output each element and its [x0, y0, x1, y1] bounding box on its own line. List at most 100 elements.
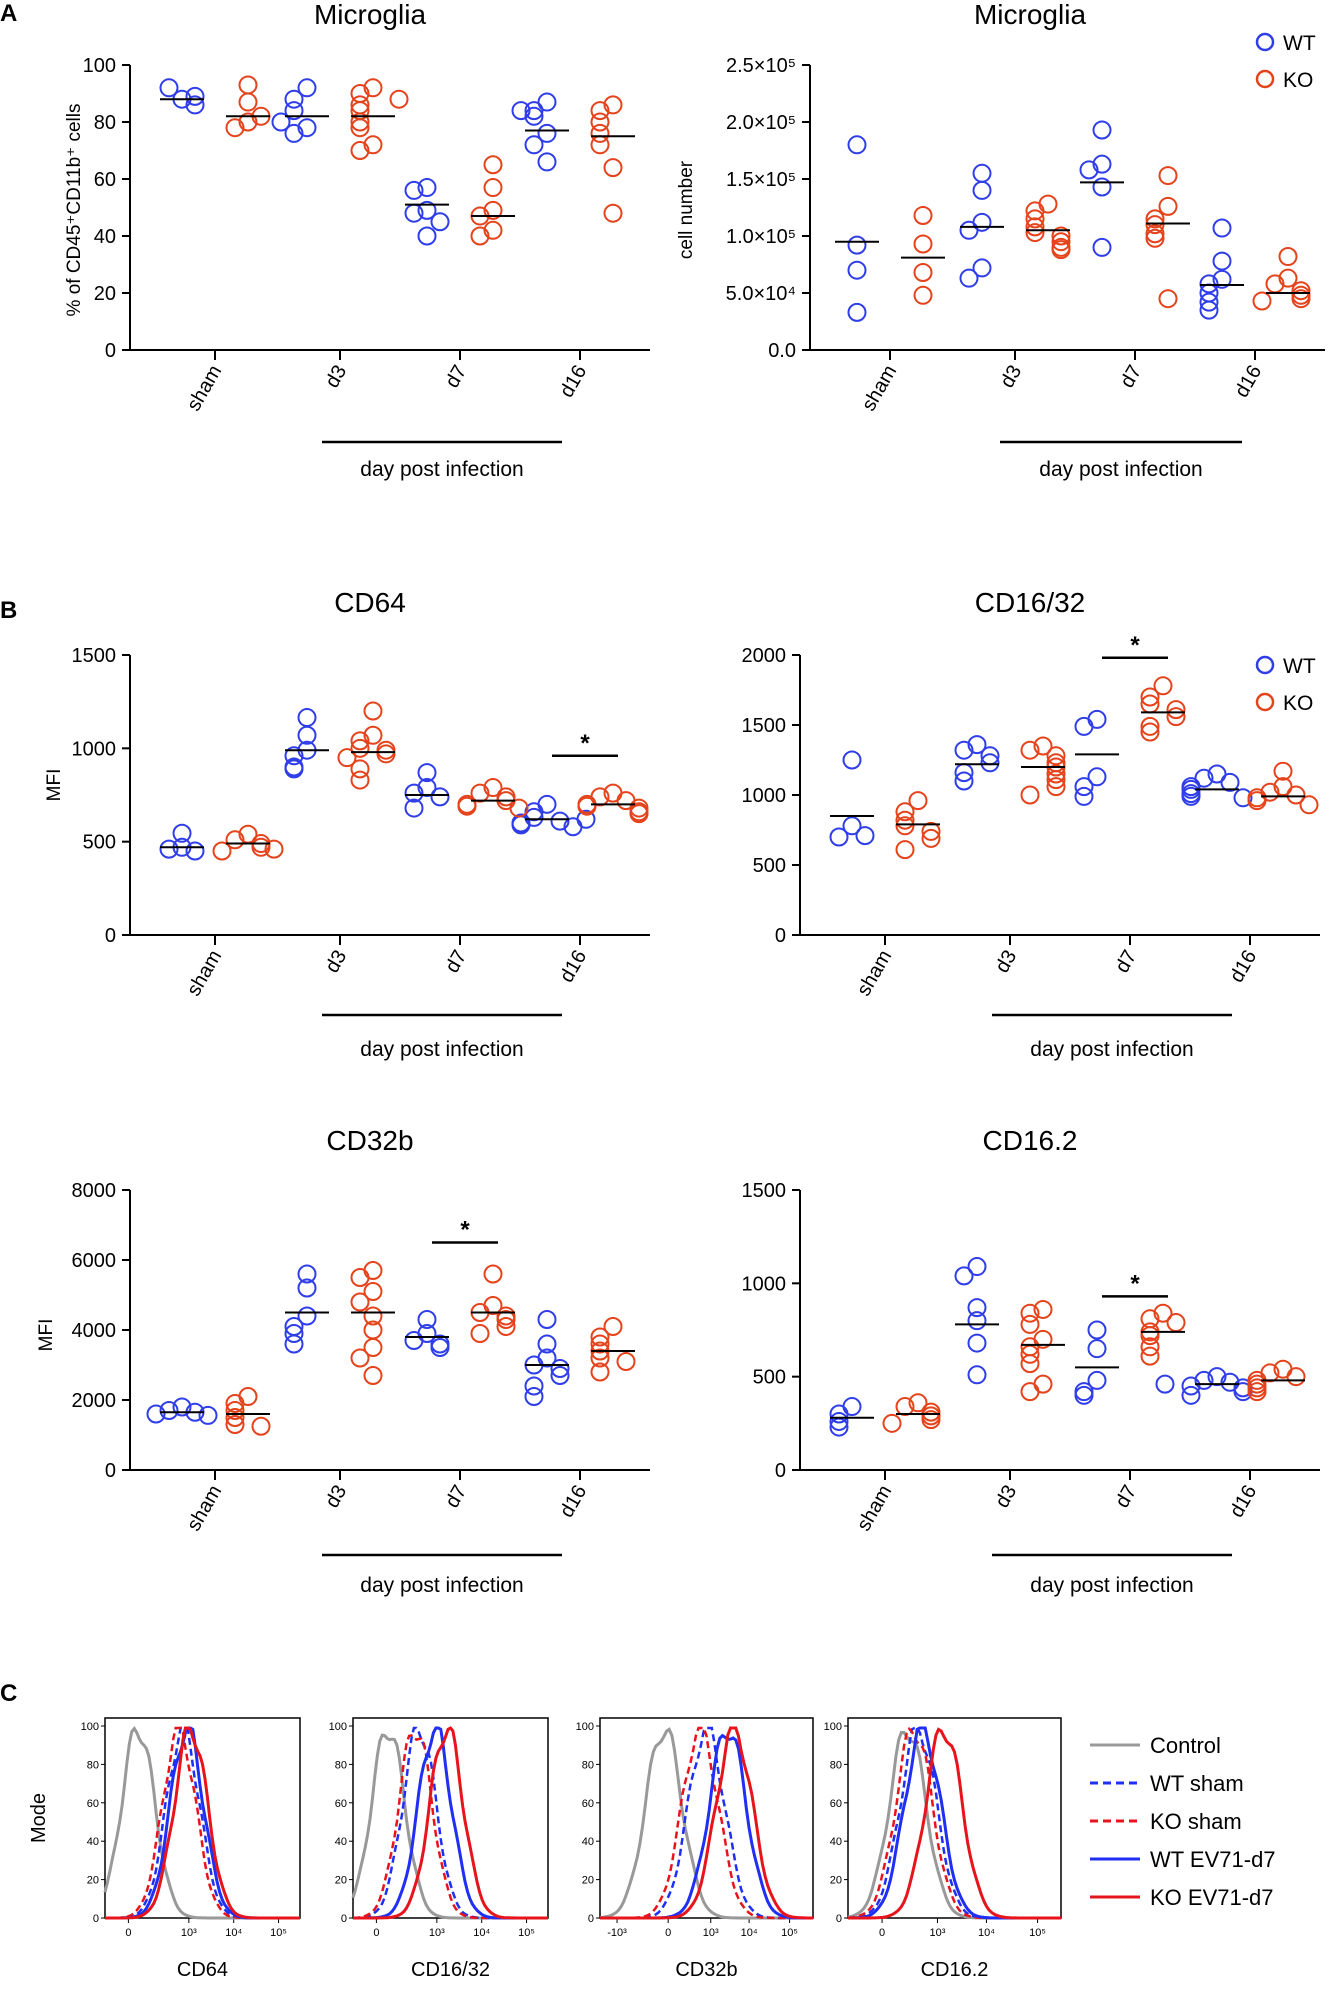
- ko-point: [1158, 196, 1178, 216]
- ko-point: [908, 1393, 928, 1413]
- wt-point: [842, 750, 862, 770]
- histogram-x-tick-label: 10⁵: [781, 1927, 798, 1939]
- x-tick-label: sham: [183, 947, 227, 1000]
- chart-microglia-count: Microglia cell number 0.0 5.0×10⁴ 1.0×10⁵ 1.5…: [676, 0, 1325, 481]
- wt-point: [537, 794, 557, 814]
- significance-star: *: [1130, 1270, 1140, 1297]
- chart-cd32b: CD32b MFI 0 2000 4000 6000 8000 sham d3 d7 d16 day …: [36, 1125, 650, 1597]
- ko-point: [1020, 1337, 1040, 1357]
- x-tick-label: d16: [1226, 1482, 1262, 1522]
- y-tick-label: 500: [753, 1367, 786, 1389]
- ko-point: [895, 1397, 915, 1417]
- ko-point: [264, 839, 284, 859]
- ko-point: [1033, 1299, 1053, 1319]
- ko-point: [590, 101, 610, 121]
- y-axis-label: MFI: [44, 769, 65, 802]
- histogram-y-tick-label: 20: [87, 1875, 99, 1887]
- y-tick-label: 4000: [72, 1320, 117, 1342]
- wt-point: [297, 118, 317, 138]
- y-tick-label: 1500: [742, 1180, 787, 1202]
- ko-point: [921, 828, 941, 848]
- ko-point: [337, 748, 357, 768]
- histogram-frame: [847, 1717, 1062, 1919]
- histogram-y-tick-label: 0: [341, 1913, 347, 1925]
- ko-point: [1046, 746, 1066, 766]
- histogram-y-tick-label: 0: [93, 1913, 99, 1925]
- ko-point: [1278, 268, 1298, 288]
- ko-point: [1033, 736, 1053, 756]
- wt-point: [1199, 274, 1219, 294]
- wt-point: [297, 1278, 317, 1298]
- ko-point: [590, 112, 610, 132]
- histogram-x-tick-label: 0: [125, 1927, 131, 1939]
- histogram-x-tick-label: 0: [373, 1927, 379, 1939]
- ko-point: [212, 841, 232, 861]
- wt-point: [430, 787, 450, 807]
- ko-point: [913, 262, 933, 282]
- ko-point: [913, 285, 933, 305]
- ko-point: [350, 141, 370, 160]
- wt-point: [829, 827, 849, 847]
- histogram-curve-wt-sham: [105, 1726, 300, 1920]
- wt-point: [1074, 1385, 1094, 1405]
- wt-point: [959, 220, 979, 240]
- ko-point: [1145, 209, 1165, 229]
- wt-point: [972, 180, 992, 200]
- ko-point: [1046, 764, 1066, 784]
- wt-point: [1074, 777, 1094, 797]
- ko-point: [1291, 281, 1311, 301]
- wt-point: [550, 811, 570, 831]
- x-tick-label: d16: [556, 1482, 592, 1522]
- ko-point: [1020, 1314, 1040, 1334]
- ko-point: [350, 1268, 370, 1287]
- x-tick-label: d16: [1231, 362, 1267, 402]
- wt-point: [842, 1397, 862, 1417]
- wt-point: [1087, 767, 1107, 787]
- wt-point: [1092, 237, 1112, 257]
- wt-point: [172, 823, 192, 843]
- ko-point: [590, 1362, 610, 1382]
- ko-point: [1051, 232, 1071, 252]
- ko-point: [895, 802, 915, 822]
- histogram-curve-ko-ev71-d7: [353, 1726, 548, 1920]
- chart-title: Microglia: [974, 0, 1086, 30]
- histogram-box: 0 20 40 60 80 100 0 10³ 10⁴ 10⁵ CD64: [81, 1717, 301, 1981]
- ko-point: [457, 796, 477, 816]
- ko-point: [238, 1387, 258, 1406]
- y-tick-label: 2000: [72, 1390, 117, 1412]
- y-tick-label: 0: [105, 340, 116, 362]
- ko-point: [1020, 740, 1040, 760]
- legend-ko-label: KO: [1283, 69, 1313, 92]
- histogram-y-tick-label: 80: [335, 1759, 347, 1771]
- histogram-x-tick-label: 10⁴: [978, 1927, 995, 1939]
- significance-star: *: [1130, 632, 1140, 659]
- ko-point: [921, 821, 941, 841]
- y-tick-label: 1.0×10⁵: [726, 226, 796, 248]
- histogram-box: 0 20 40 60 80 100 0 10³ 10⁴ 10⁵ CD16/32: [329, 1717, 549, 1981]
- wt-point: [284, 101, 304, 121]
- ko-point: [908, 791, 928, 811]
- ko-point: [1291, 289, 1311, 309]
- wt-point: [847, 135, 867, 155]
- wt-point: [1092, 177, 1112, 197]
- ko-point: [225, 1415, 245, 1434]
- wt-point: [1233, 788, 1253, 808]
- ko-point: [470, 226, 490, 246]
- wt-point: [1181, 1376, 1201, 1396]
- histogram-curve-ko-sham: [352, 1734, 548, 1920]
- wt-point: [297, 78, 317, 98]
- ko-point: [350, 731, 370, 751]
- ko-point: [577, 796, 597, 816]
- wt-point: [967, 1298, 987, 1318]
- ko-point: [509, 798, 529, 818]
- panel-label-a: A: [0, 0, 18, 27]
- histogram-y-tick-label: 40: [335, 1836, 347, 1848]
- ko-point: [483, 1264, 503, 1284]
- histogram-y-tick-label: 100: [824, 1721, 842, 1733]
- ko-point: [1260, 782, 1280, 802]
- ko-point: [1158, 166, 1178, 186]
- wt-point: [159, 839, 179, 859]
- x-tick-label: d3: [991, 1482, 1021, 1512]
- y-tick-label: 500: [83, 832, 116, 854]
- histogram-y-tick-label: 100: [576, 1721, 594, 1733]
